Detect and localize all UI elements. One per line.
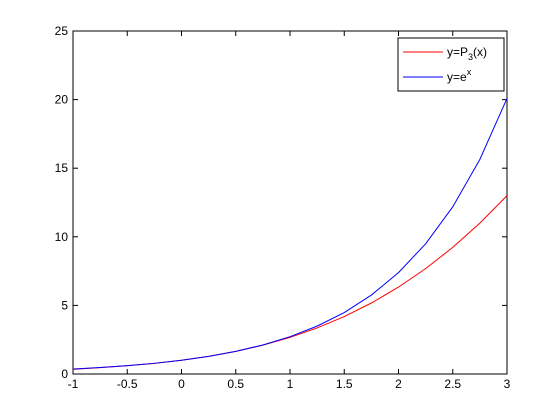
- y-tick-label: 5: [61, 298, 68, 312]
- legend-box: [397, 37, 505, 92]
- y-tick-label: 0: [61, 367, 68, 381]
- y-tick-label: 10: [55, 230, 69, 244]
- x-tick-label: 2.5: [444, 377, 461, 391]
- x-tick-label: 3: [504, 377, 511, 391]
- y-tick-label: 20: [55, 93, 69, 107]
- series-line: [72, 98, 508, 370]
- x-tick-label: 0.5: [227, 377, 244, 391]
- x-tick-label: 1.5: [336, 377, 353, 391]
- x-tick-label: 2: [395, 377, 402, 391]
- x-tick-label: -1: [68, 377, 79, 391]
- y-tick-label: 25: [55, 24, 69, 38]
- legend-label: y=ex: [447, 67, 472, 84]
- y-tick-label: 15: [55, 161, 69, 175]
- x-tick-label: -0.5: [117, 377, 138, 391]
- x-tick-label: 1: [287, 377, 294, 391]
- x-tick-label: 0: [178, 377, 185, 391]
- legend-label: y=P3(x): [447, 45, 487, 62]
